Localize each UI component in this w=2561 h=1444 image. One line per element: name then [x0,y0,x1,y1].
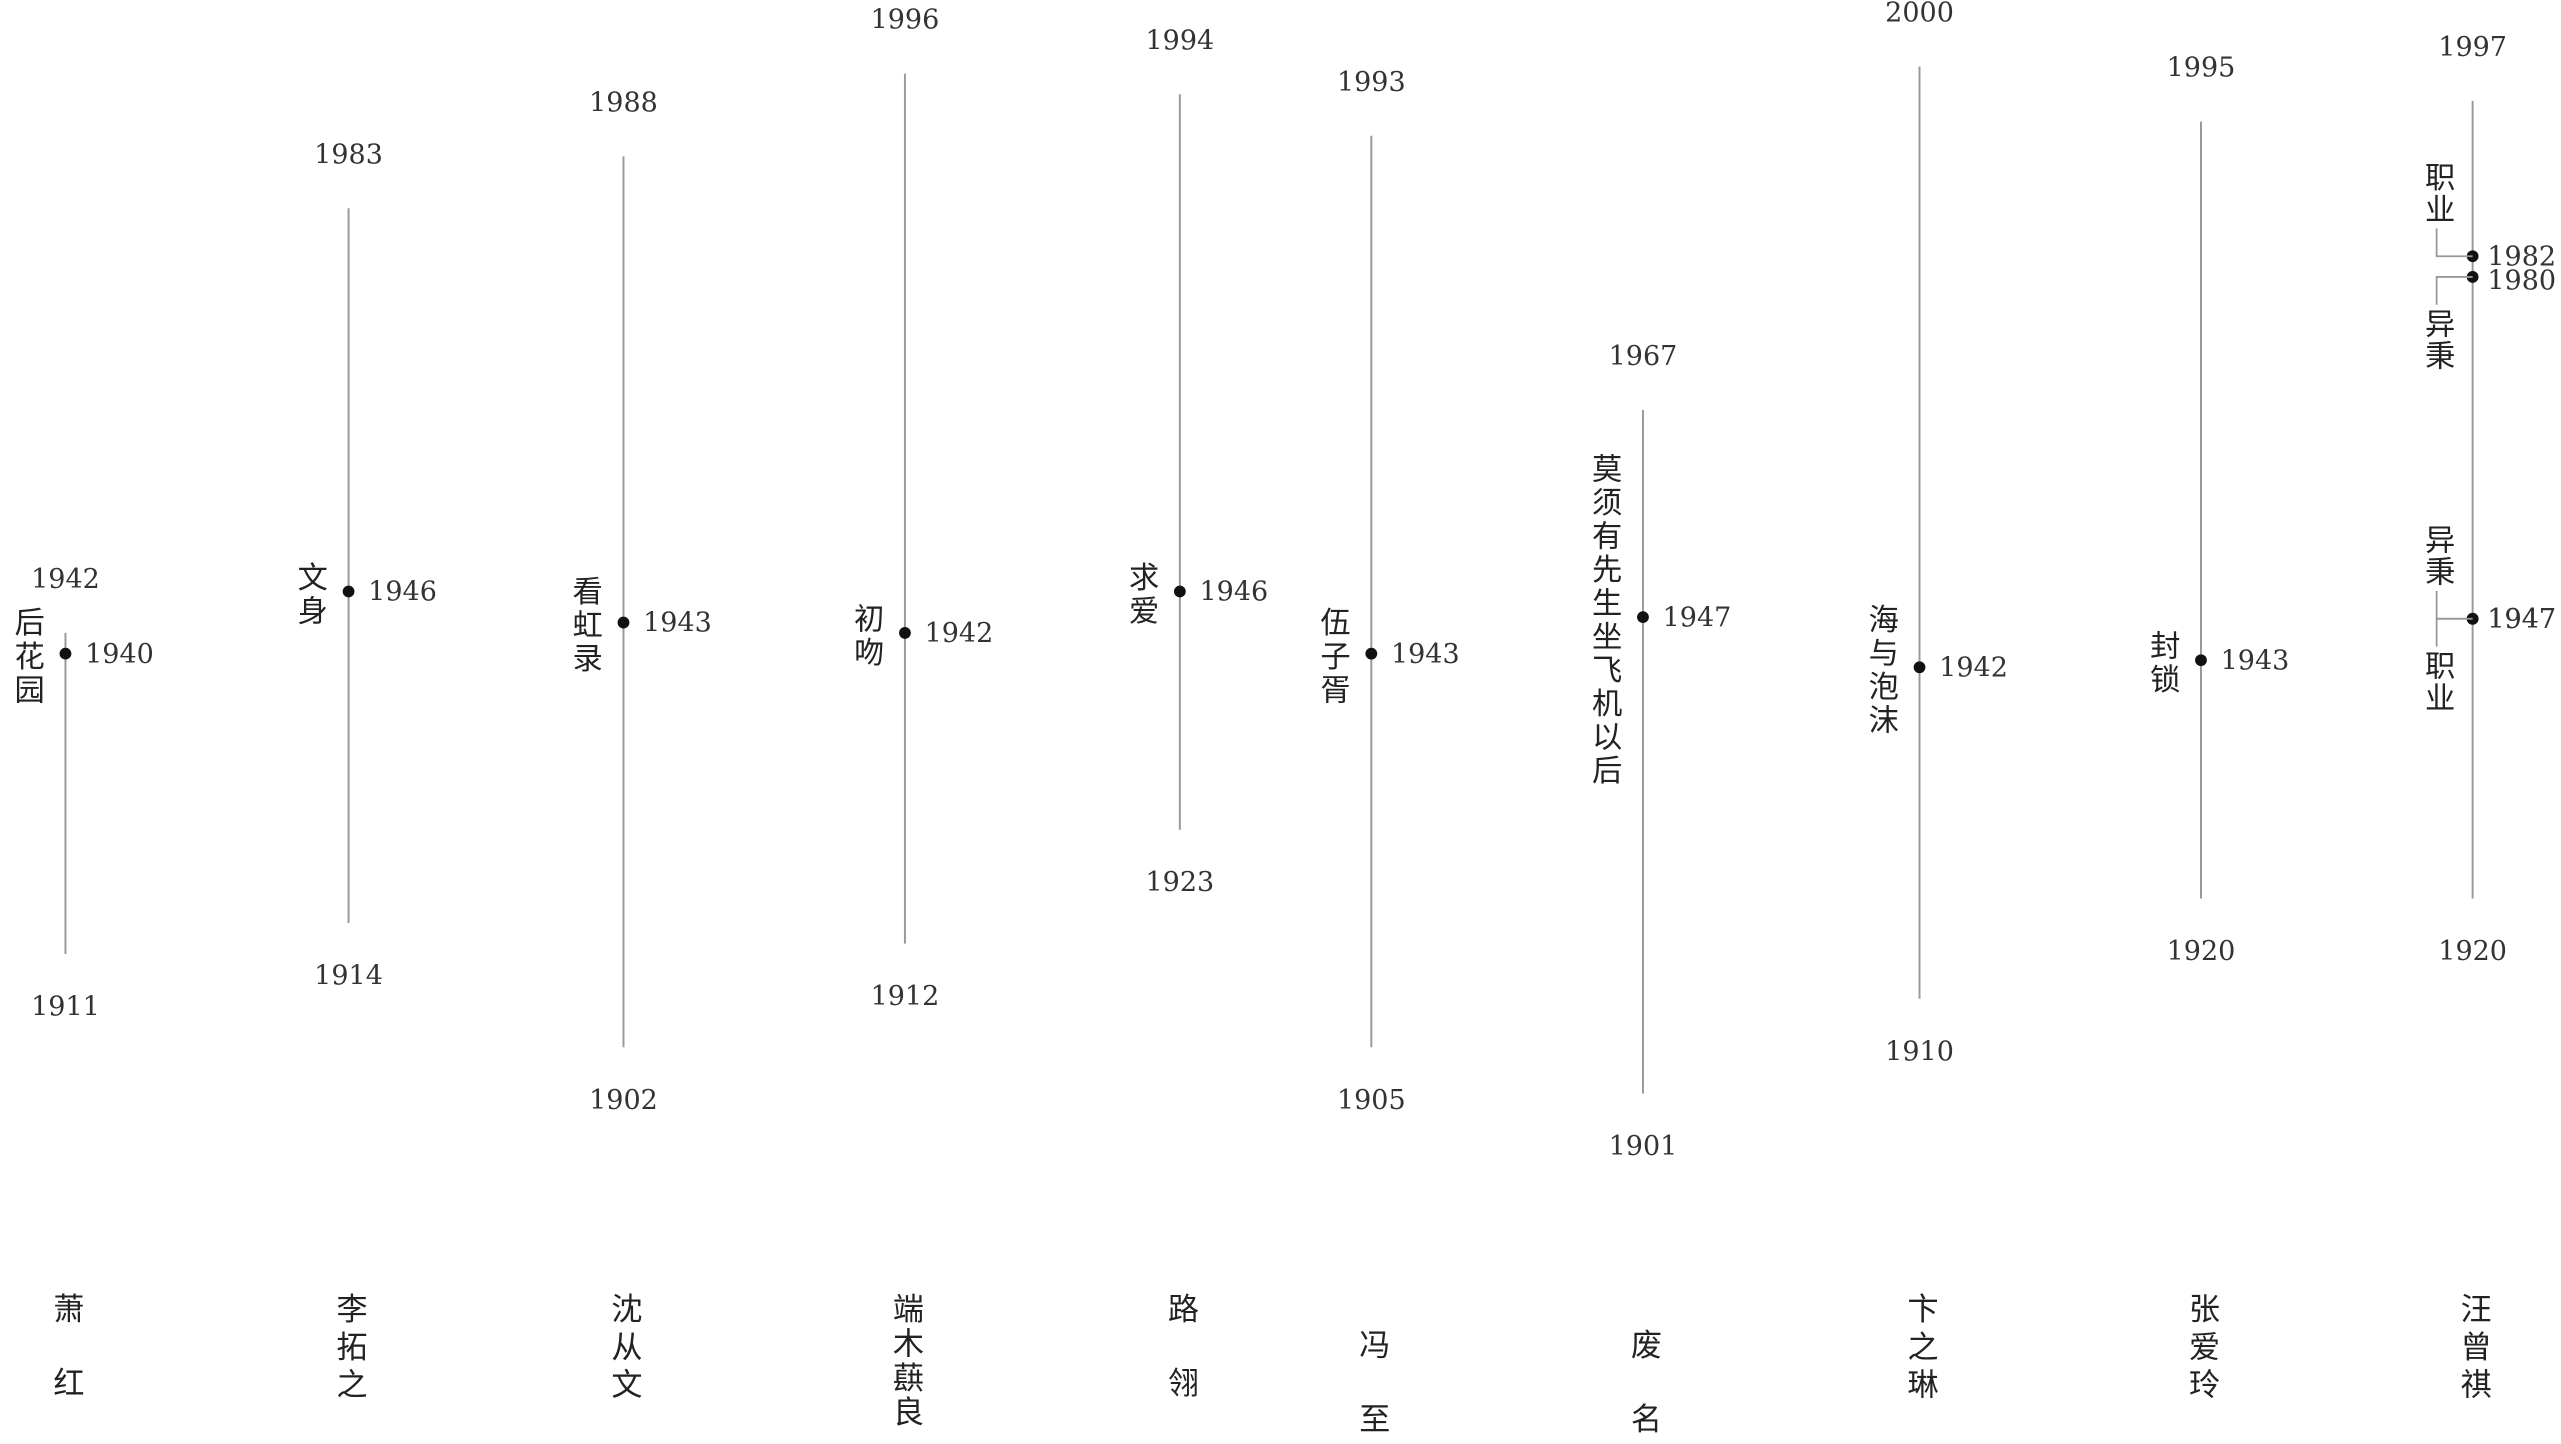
birth-year: 1902 [589,1085,658,1116]
work-title: 看虹录 [567,576,603,677]
work-title: 文身 [292,561,327,628]
work-year: 1982 [2487,241,2556,272]
death-year: 1942 [31,564,100,595]
work-year: 1943 [1391,639,1460,670]
death-year: 2000 [1885,0,1954,29]
work-year: 1980 [2487,265,2556,296]
death-year: 1995 [2167,53,2236,84]
birth-year: 1901 [1609,1131,1678,1162]
work-dot [1365,647,1378,660]
birth-year: 1920 [2167,936,2236,967]
author-name: 萧红 [47,1293,83,1440]
work-title: 求爱 [1123,561,1158,628]
work-title: 海与泡沫 [1863,603,1898,738]
work-title: 职业 [2419,650,2454,714]
work-title: 初吻 [848,602,883,669]
author-name: 沈从文 [605,1293,641,1406]
author-name: 路翎 [1162,1293,1198,1440]
work-title: 异秉 [2419,308,2454,372]
work-year: 1947 [2487,604,2556,635]
work-dot [1637,611,1649,624]
work-title: 异秉 [2419,524,2454,588]
work-title: 封锁 [2144,630,2180,697]
work-dot [59,647,72,660]
work-year: 1942 [925,618,994,649]
author-name: 汪曾祺 [2455,1293,2492,1406]
work-dot [1913,661,1926,674]
death-year: 1983 [314,139,383,170]
work-dot [2195,654,2207,667]
work-year: 1946 [368,577,437,608]
author-name: 张爱玲 [2183,1293,2219,1406]
work-dot [617,616,630,629]
death-year: 1993 [1337,67,1406,98]
work-dot [1173,585,1186,598]
birth-year: 1920 [2438,936,2507,967]
work-bracket [2435,228,2473,258]
author-name: 卞之琳 [1902,1293,1939,1406]
work-dot [342,585,355,598]
birth-year: 1911 [31,992,100,1023]
author-name: 废名 [1625,1329,1661,1444]
work-bracket [2435,617,2473,647]
work-year: 1946 [1199,577,1268,608]
birth-year: 1923 [1146,867,1215,898]
author-name: 冯至 [1353,1329,1389,1444]
death-year: 1996 [871,5,940,36]
work-year: 1947 [2487,604,2556,635]
death-year: 1967 [1609,341,1678,372]
birth-year: 1912 [871,981,940,1012]
work-title: 职业 [2419,161,2454,225]
work-bracket [2435,276,2473,305]
work-year: 1947 [1663,602,1732,633]
work-year: 1942 [1939,652,2008,683]
author-name: 李拓之 [331,1293,367,1406]
work-year: 1940 [85,639,154,670]
work-bracket [2435,590,2473,620]
author-name: 端木蕻良 [887,1293,924,1430]
work-dot [899,627,911,639]
work-title: 伍子胥 [1315,606,1351,707]
birth-year: 1905 [1337,1085,1406,1116]
death-year: 1988 [589,88,658,119]
death-year: 1994 [1146,25,1215,56]
work-year: 1943 [643,608,712,639]
work-title: 后花园 [9,607,45,708]
work-year: 1943 [2221,645,2290,676]
birth-year: 1910 [1885,1036,1954,1067]
death-year: 1997 [2438,32,2507,63]
birth-year: 1914 [314,960,383,991]
work-title: 莫须有先生坐飞机以后 [1586,452,1622,788]
